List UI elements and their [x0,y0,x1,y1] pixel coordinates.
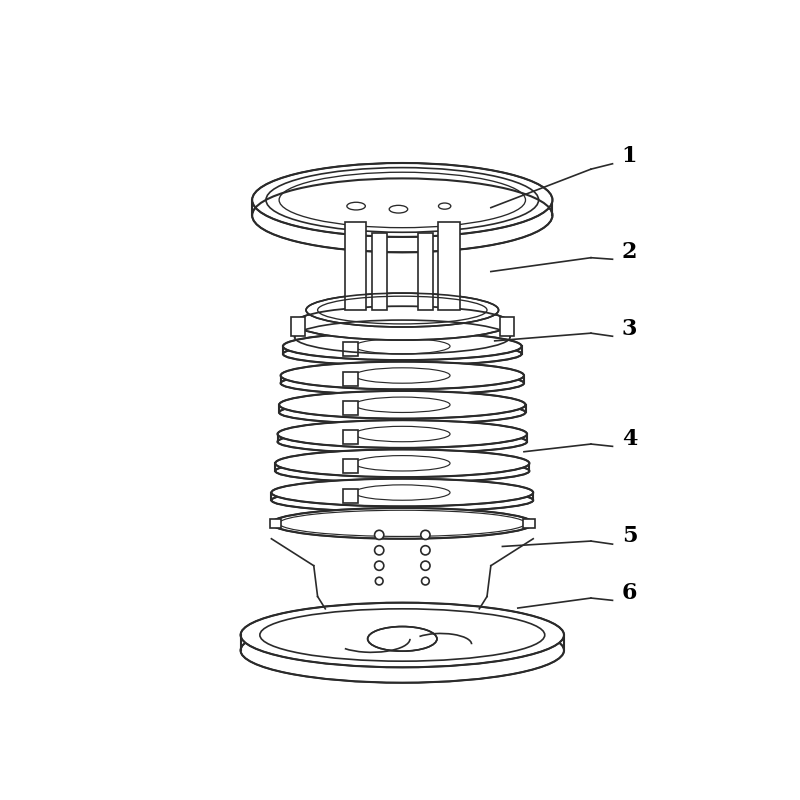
Ellipse shape [278,430,527,454]
Ellipse shape [271,489,534,512]
Ellipse shape [241,602,564,667]
Bar [343,430,358,444]
Ellipse shape [281,372,524,394]
Ellipse shape [347,202,366,210]
Text: 4: 4 [622,428,637,450]
Bar [343,372,358,386]
Ellipse shape [241,618,564,682]
Bar [345,222,366,310]
Bar [343,459,358,474]
Ellipse shape [252,163,553,237]
Ellipse shape [438,203,451,209]
Ellipse shape [306,293,498,327]
Text: 3: 3 [622,318,637,339]
Bar [523,518,534,528]
Bar [343,401,358,414]
Circle shape [421,546,430,555]
Circle shape [374,530,384,539]
Circle shape [374,546,384,555]
Ellipse shape [271,478,534,506]
Ellipse shape [390,206,408,213]
Circle shape [421,561,430,570]
Bar [343,489,358,502]
Ellipse shape [294,306,510,340]
Ellipse shape [281,362,524,390]
Bar [418,233,433,310]
Text: 6: 6 [622,582,638,604]
Circle shape [422,578,430,585]
Ellipse shape [279,401,526,424]
Bar [371,233,387,310]
Ellipse shape [283,342,522,366]
Ellipse shape [252,178,553,252]
Text: 5: 5 [622,526,638,547]
Bar [500,317,514,336]
Bar [343,342,358,356]
Circle shape [421,530,430,539]
Ellipse shape [275,450,530,477]
Ellipse shape [278,420,527,448]
Circle shape [375,578,383,585]
Ellipse shape [275,459,530,482]
Text: 2: 2 [622,241,638,262]
Ellipse shape [283,332,522,360]
Bar [290,317,305,336]
Circle shape [374,561,384,570]
Text: 1: 1 [622,145,638,167]
Ellipse shape [279,391,526,418]
Bar [438,222,460,310]
Ellipse shape [271,508,534,538]
Bar [270,518,282,528]
Ellipse shape [368,626,437,651]
